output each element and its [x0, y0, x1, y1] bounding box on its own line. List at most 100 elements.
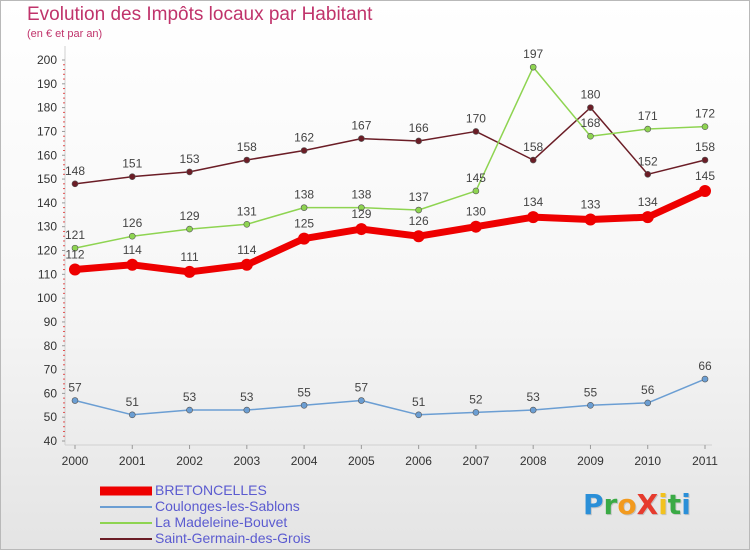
y-tick-label: 150	[37, 172, 57, 186]
data-point-bretoncelles	[69, 263, 81, 276]
data-point-coulonges-les-sablons	[415, 411, 422, 419]
legend-label: La Madeleine-Bouvet	[155, 514, 288, 530]
logo-letter: i	[681, 488, 691, 521]
y-tick-label: 50	[44, 410, 58, 424]
data-label-bretoncelles: 134	[638, 195, 658, 209]
data-label-coulonges-les-sablons: 55	[297, 385, 311, 399]
data-point-saint-germain-des-grois	[472, 128, 480, 135]
logo-letter: X	[636, 488, 659, 521]
legend-item: Saint-Germain-des-Grois	[100, 530, 360, 547]
chart-title: Evolution des Impôts locaux par Habitant	[27, 4, 373, 25]
data-label-saint-germain-des-grois: 170	[466, 111, 486, 125]
data-label-la-madeleine-bouvet: 129	[180, 209, 200, 223]
data-point-bretoncelles	[699, 184, 711, 197]
x-tick-label: 2011	[692, 454, 718, 468]
y-tick-label: 110	[38, 267, 57, 281]
series-line-la-madeleine-bouvet	[74, 66, 706, 249]
data-label-saint-germain-des-grois: 158	[523, 140, 543, 154]
y-tick-label: 130	[37, 220, 57, 234]
x-tick-label: 2007	[463, 454, 490, 468]
data-point-la-madeleine-bouvet	[71, 244, 79, 252]
y-tick-label: 70	[44, 363, 58, 377]
data-point-coulonges-les-sablons	[243, 406, 251, 414]
y-tick-label: 160	[37, 148, 57, 162]
data-label-la-madeleine-bouvet: 168	[580, 116, 600, 130]
legend-label: Saint-Germain-des-Grois	[155, 530, 311, 546]
proxiti-logo: ProXiti	[583, 488, 691, 521]
y-tick-label: 200	[37, 53, 57, 67]
data-label-saint-germain-des-grois: 166	[409, 121, 429, 135]
data-label-bretoncelles: 134	[523, 195, 543, 209]
data-label-saint-germain-des-grois: 151	[122, 157, 142, 171]
data-label-saint-germain-des-grois: 167	[351, 119, 371, 133]
data-label-la-madeleine-bouvet: 131	[237, 204, 257, 218]
data-point-coulonges-les-sablons	[529, 406, 537, 414]
data-label-la-madeleine-bouvet: 171	[638, 109, 658, 123]
data-label-la-madeleine-bouvet: 126	[122, 216, 142, 230]
data-point-saint-germain-des-grois	[71, 180, 79, 188]
data-label-bretoncelles: 111	[180, 250, 199, 264]
data-label-bretoncelles: 114	[123, 243, 142, 257]
data-label-bretoncelles: 129	[351, 207, 371, 221]
data-point-coulonges-les-sablons	[128, 411, 136, 419]
data-label-saint-germain-des-grois: 152	[638, 154, 658, 168]
logo-letter: o	[617, 488, 637, 521]
chart-legend: BRETONCELLES Coulonges-les-Sablons La Made…	[100, 482, 360, 547]
data-label-saint-germain-des-grois: 180	[580, 88, 600, 102]
x-tick-label: 2004	[291, 454, 318, 468]
y-tick-label: 140	[37, 196, 57, 210]
logo-letter: i	[658, 488, 668, 521]
data-label-la-madeleine-bouvet: 121	[65, 228, 85, 242]
data-point-saint-germain-des-grois	[415, 137, 422, 145]
y-tick-label: 80	[44, 339, 58, 353]
data-point-coulonges-les-sablons	[701, 375, 709, 383]
data-point-la-madeleine-bouvet	[128, 232, 136, 240]
data-label-coulonges-les-sablons: 51	[126, 395, 140, 409]
series-line-coulonges-les-sablons	[74, 378, 706, 416]
data-point-bretoncelles	[641, 211, 654, 224]
y-tick-label: 180	[37, 101, 57, 115]
data-point-la-madeleine-bouvet	[415, 206, 422, 214]
data-point-bretoncelles	[412, 230, 425, 243]
data-point-la-madeleine-bouvet	[472, 187, 480, 195]
data-point-coulonges-les-sablons	[71, 397, 79, 404]
data-label-saint-germain-des-grois: 158	[695, 140, 715, 154]
legend-swatch	[100, 486, 152, 496]
x-tick-label: 2005	[348, 454, 375, 468]
x-tick-label: 2000	[62, 454, 89, 468]
logo-letter: r	[603, 488, 618, 521]
data-label-coulonges-les-sablons: 57	[355, 381, 369, 395]
x-tick-label: 2002	[176, 454, 203, 468]
data-point-la-madeleine-bouvet	[644, 125, 652, 133]
legend-swatch	[100, 506, 152, 508]
data-label-saint-germain-des-grois: 158	[237, 140, 257, 154]
x-tick-label: 2010	[634, 454, 661, 468]
y-tick-label: 120	[37, 244, 57, 258]
data-point-coulonges-les-sablons	[472, 409, 480, 416]
data-label-saint-germain-des-grois: 148	[65, 164, 85, 178]
data-point-la-madeleine-bouvet	[529, 63, 537, 71]
data-label-la-madeleine-bouvet: 172	[695, 107, 715, 121]
data-label-coulonges-les-sablons: 53	[240, 390, 254, 404]
data-label-bretoncelles: 112	[65, 248, 84, 262]
data-label-la-madeleine-bouvet: 138	[351, 188, 371, 202]
legend-item: BRETONCELLES	[100, 482, 360, 499]
logo-letter: P	[583, 488, 604, 521]
data-label-la-madeleine-bouvet: 137	[409, 190, 429, 204]
data-label-la-madeleine-bouvet: 145	[466, 171, 486, 185]
legend-swatch	[100, 538, 152, 540]
logo-letter: t	[667, 488, 682, 521]
data-point-bretoncelles	[240, 258, 253, 271]
data-label-bretoncelles: 130	[466, 205, 486, 219]
y-tick-label: 40	[44, 434, 58, 448]
data-point-bretoncelles	[183, 265, 196, 278]
x-tick-label: 2006	[405, 454, 432, 468]
data-point-saint-germain-des-grois	[529, 156, 537, 164]
data-point-bretoncelles	[584, 213, 597, 226]
legend-swatch	[100, 522, 152, 524]
data-label-bretoncelles: 125	[294, 217, 314, 231]
data-point-la-madeleine-bouvet	[358, 204, 365, 211]
data-point-bretoncelles	[298, 232, 311, 245]
data-label-coulonges-les-sablons: 56	[641, 383, 655, 397]
